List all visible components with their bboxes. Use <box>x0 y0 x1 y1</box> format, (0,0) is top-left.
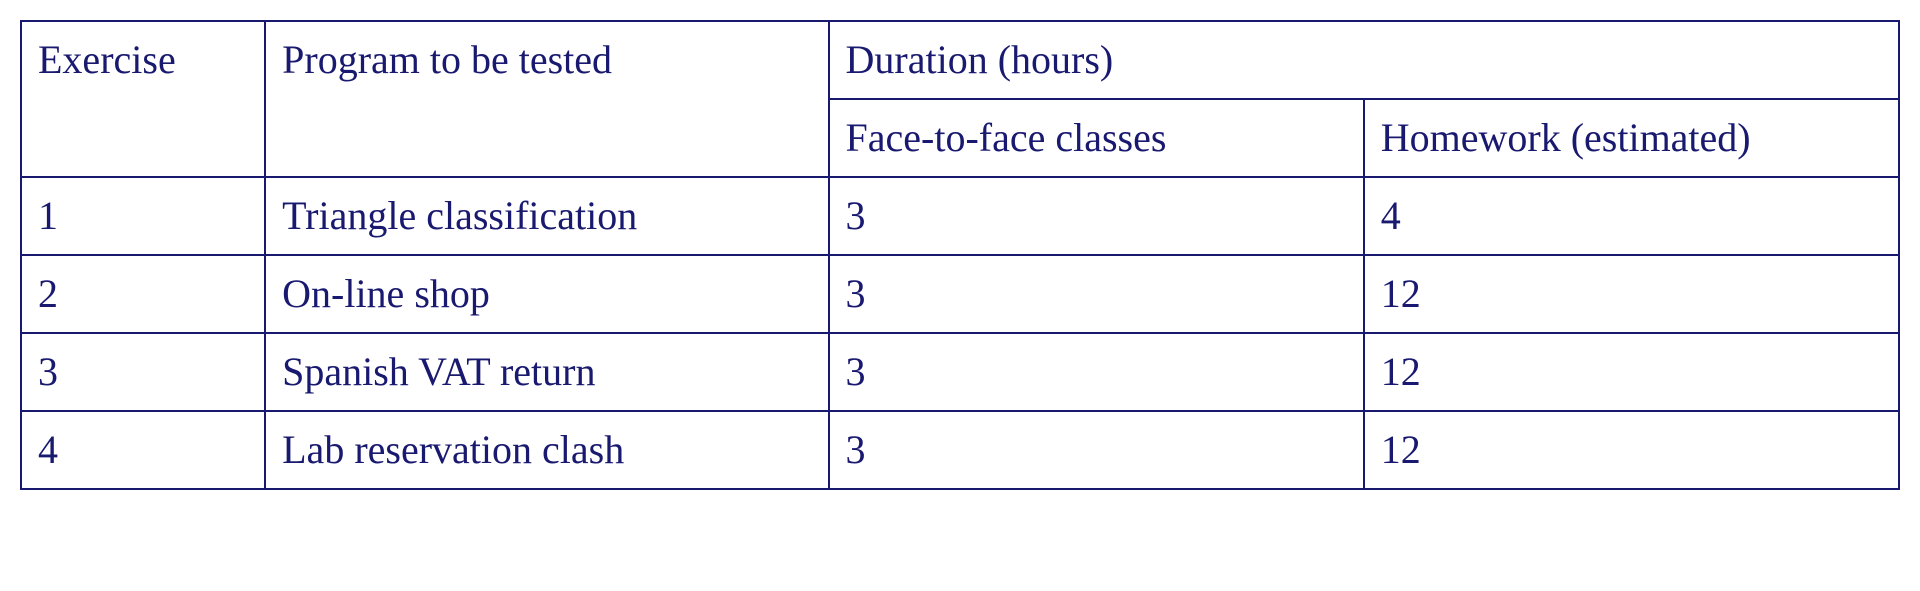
cell-exercise: 3 <box>21 333 265 411</box>
col-header-homework: Homework (estimated) <box>1364 99 1899 177</box>
col-header-duration: Duration (hours) <box>829 21 1899 99</box>
col-header-program: Program to be tested <box>265 21 828 177</box>
table-header-row-1: Exercise Program to be tested Duration (… <box>21 21 1899 99</box>
cell-homework: 4 <box>1364 177 1899 255</box>
cell-program: Triangle classification <box>265 177 828 255</box>
cell-face-to-face: 3 <box>829 177 1364 255</box>
cell-homework: 12 <box>1364 255 1899 333</box>
cell-face-to-face: 3 <box>829 411 1364 489</box>
cell-program: Lab reservation clash <box>265 411 828 489</box>
table-row: 1 Triangle classification 3 4 <box>21 177 1899 255</box>
cell-program: On-line shop <box>265 255 828 333</box>
cell-homework: 12 <box>1364 411 1899 489</box>
col-header-face-to-face: Face-to-face classes <box>829 99 1364 177</box>
table-row: 3 Spanish VAT return 3 12 <box>21 333 1899 411</box>
cell-exercise: 4 <box>21 411 265 489</box>
exercise-table: Exercise Program to be tested Duration (… <box>20 20 1900 490</box>
cell-face-to-face: 3 <box>829 255 1364 333</box>
col-header-exercise: Exercise <box>21 21 265 177</box>
cell-exercise: 2 <box>21 255 265 333</box>
cell-homework: 12 <box>1364 333 1899 411</box>
cell-program: Spanish VAT return <box>265 333 828 411</box>
cell-exercise: 1 <box>21 177 265 255</box>
cell-face-to-face: 3 <box>829 333 1364 411</box>
table-row: 4 Lab reservation clash 3 12 <box>21 411 1899 489</box>
table-row: 2 On-line shop 3 12 <box>21 255 1899 333</box>
